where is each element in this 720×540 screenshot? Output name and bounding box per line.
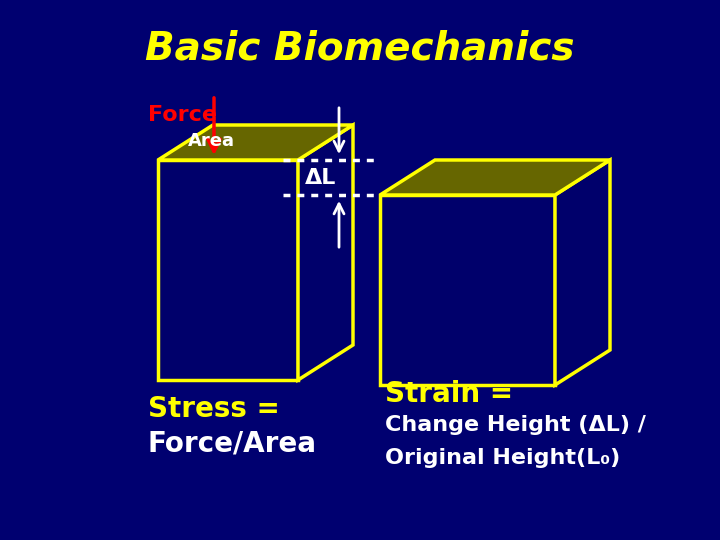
Polygon shape (555, 160, 610, 385)
Text: Area: Area (188, 132, 235, 150)
Text: Basic Biomechanics: Basic Biomechanics (145, 30, 575, 68)
Text: Strain =: Strain = (385, 380, 513, 408)
Text: Stress =: Stress = (148, 395, 280, 423)
Polygon shape (158, 125, 353, 160)
Text: Original Height(L₀): Original Height(L₀) (385, 448, 620, 468)
Text: Force/Area: Force/Area (148, 430, 317, 458)
Text: Force: Force (148, 105, 217, 125)
Polygon shape (380, 160, 610, 195)
Polygon shape (380, 195, 555, 385)
Text: Change Height (ΔL) /: Change Height (ΔL) / (385, 415, 646, 435)
Polygon shape (158, 160, 298, 380)
Polygon shape (298, 125, 353, 380)
Text: ΔL: ΔL (305, 167, 337, 187)
